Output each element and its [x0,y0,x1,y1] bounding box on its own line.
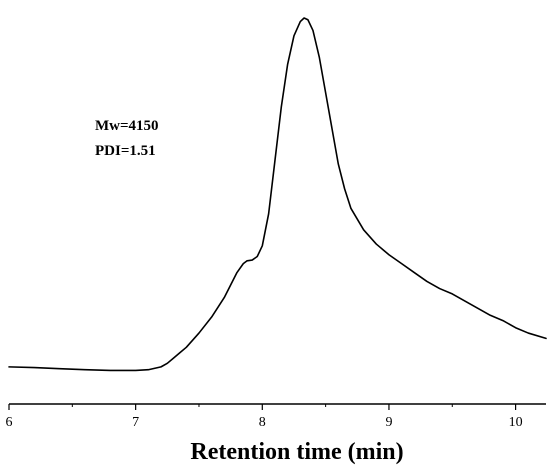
annotation-mw: Mw=4150 [95,118,159,134]
annotation-pdi: PDI=1.51 [95,143,156,159]
x-tick-label: 6 [6,415,13,430]
x-tick-label: 10 [509,415,523,430]
x-axis-title: Retention time (min) [190,439,403,465]
series-line [8,17,547,372]
x-tick-label: 8 [259,415,266,430]
x-axis-ticks: 6 7 8 9 10 [6,404,523,430]
x-tick-label: 7 [132,415,139,430]
x-tick-label: 9 [385,415,392,430]
